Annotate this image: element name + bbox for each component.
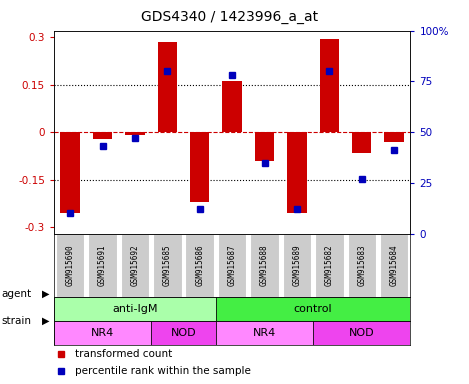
Bar [88, 233, 117, 297]
Text: agent: agent [1, 289, 31, 299]
Text: ▶: ▶ [42, 316, 50, 326]
Text: transformed count: transformed count [76, 349, 173, 359]
Text: GSM915689: GSM915689 [293, 245, 302, 286]
Text: percentile rank within the sample: percentile rank within the sample [76, 366, 251, 376]
Bar [216, 297, 410, 321]
Bar [153, 233, 182, 297]
Bar [283, 233, 311, 297]
Text: GSM915690: GSM915690 [66, 245, 75, 286]
Text: GSM915685: GSM915685 [163, 245, 172, 286]
Bar [313, 321, 410, 345]
Text: GSM915683: GSM915683 [357, 245, 366, 286]
Bar [125, 132, 144, 136]
Text: NOD: NOD [171, 328, 197, 338]
Bar [186, 233, 214, 297]
Bar [151, 321, 216, 345]
Bar [190, 132, 210, 202]
Bar [320, 39, 339, 132]
Text: ▶: ▶ [42, 289, 50, 299]
Text: GSM915684: GSM915684 [390, 245, 399, 286]
Bar [348, 233, 376, 297]
Text: GDS4340 / 1423996_a_at: GDS4340 / 1423996_a_at [141, 10, 318, 23]
Bar [250, 233, 279, 297]
Bar [315, 233, 344, 297]
Bar [380, 233, 408, 297]
Bar [54, 321, 151, 345]
Text: GSM915682: GSM915682 [325, 245, 334, 286]
Text: GSM915688: GSM915688 [260, 245, 269, 286]
Text: strain: strain [1, 316, 31, 326]
Bar [222, 81, 242, 132]
Bar [54, 297, 216, 321]
Text: GSM915686: GSM915686 [195, 245, 204, 286]
Text: control: control [294, 304, 333, 314]
Text: GSM915691: GSM915691 [98, 245, 107, 286]
Bar [93, 132, 112, 139]
Text: GSM915692: GSM915692 [130, 245, 139, 286]
Bar [56, 233, 84, 297]
Text: NOD: NOD [349, 328, 375, 338]
Text: NR4: NR4 [91, 328, 114, 338]
Bar [61, 132, 80, 213]
Bar [158, 42, 177, 132]
Text: NR4: NR4 [253, 328, 276, 338]
Text: GSM915687: GSM915687 [227, 245, 237, 286]
Bar [287, 132, 307, 213]
Bar [121, 233, 149, 297]
Bar [255, 132, 274, 161]
Bar [218, 233, 246, 297]
Text: anti-IgM: anti-IgM [112, 304, 158, 314]
Bar [352, 132, 371, 153]
Bar [385, 132, 404, 142]
Bar [216, 321, 313, 345]
